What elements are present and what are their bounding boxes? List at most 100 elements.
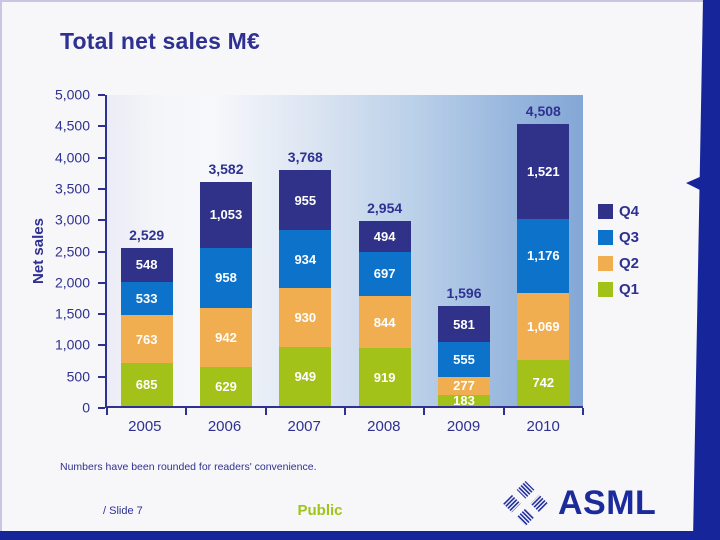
x-tick-mark xyxy=(344,408,346,415)
bar-value-label: 934 xyxy=(294,251,317,267)
slide-number: / Slide 7 xyxy=(103,505,143,517)
bar-total-label: 2,529 xyxy=(129,226,165,243)
y-tick-mark xyxy=(98,375,105,378)
x-axis-label: 2009 xyxy=(446,418,481,435)
y-tick-mark xyxy=(98,407,105,409)
bar-value-label: 1,069 xyxy=(527,318,560,334)
bar-segment-q2: 844 xyxy=(358,295,411,349)
bar-total-label: 4,508 xyxy=(525,102,561,119)
y-tick-mark xyxy=(98,94,105,96)
bar-segment-q3: 697 xyxy=(358,252,411,296)
legend-swatch xyxy=(598,230,613,245)
x-axis-label: 2008 xyxy=(367,418,401,435)
y-tick-label: 0 xyxy=(82,399,90,416)
company-logo: ASML xyxy=(502,480,656,527)
y-tick-label: 3,500 xyxy=(54,180,90,197)
footnote: Numbers have been rounded for readers' c… xyxy=(60,461,317,473)
y-tick-label: 5,000 xyxy=(54,86,90,103)
bar-stack: 1,521 1,176 1,069 742 xyxy=(517,123,570,406)
y-tick-label: 1,500 xyxy=(54,305,90,322)
bar-value-label: 1,521 xyxy=(527,163,560,179)
bar-value-label: 548 xyxy=(135,257,158,273)
right-accent-band xyxy=(693,0,720,540)
legend-swatch xyxy=(598,204,613,219)
bar-column: 494 697 844 919 2,954 xyxy=(345,95,424,406)
bar-segment-q1: 949 xyxy=(279,346,332,406)
bar-column: 1,521 1,176 1,069 742 4,508 xyxy=(504,95,583,406)
asml-diamond-icon xyxy=(502,480,549,527)
legend-label: Q1 xyxy=(619,281,640,298)
bar-value-label: 581 xyxy=(453,316,475,332)
bar-total-label: 2,954 xyxy=(367,200,403,217)
legend-label: Q2 xyxy=(619,255,640,272)
bar-value-label: 533 xyxy=(135,291,158,307)
bar-value-label: 919 xyxy=(373,369,396,385)
bar-segment-q4: 581 xyxy=(437,306,490,343)
y-tick-label: 3,000 xyxy=(54,211,90,228)
x-tick-mark xyxy=(423,408,426,415)
classification-label: Public xyxy=(297,502,343,519)
bar-value-label: 183 xyxy=(453,392,475,408)
y-axis: 0 500 1,000 1,500 2,000 2,500 3,000 3,500 4,000 4… xyxy=(0,87,105,416)
bar-segment-q1: 183 xyxy=(437,392,490,408)
x-axis-label: 2006 xyxy=(207,418,242,435)
bar-stack: 955 934 930 949 xyxy=(279,170,332,406)
bar-total-label: 3,582 xyxy=(208,160,244,177)
chart-plot-area: 548 533 763 685 2,529 1,053 958 942 629 3,582 955 9… xyxy=(105,95,584,415)
legend-swatch xyxy=(598,256,613,271)
slide-title: Total net sales M€ xyxy=(60,28,261,54)
bar-column: 548 533 763 685 2,529 xyxy=(107,95,186,406)
y-tick-label: 4,500 xyxy=(54,117,90,134)
bar-value-label: 1,053 xyxy=(209,207,243,223)
legend-item-q2: Q2 xyxy=(598,255,639,272)
asml-wordmark: ASML xyxy=(558,484,657,522)
bar-stack: 494 697 844 919 xyxy=(358,221,411,406)
bar-segment-q4: 494 xyxy=(358,221,411,253)
bar-stack: 548 533 763 685 xyxy=(120,247,173,406)
bar-segment-q3: 934 xyxy=(279,229,332,289)
bar-segment-q1: 629 xyxy=(199,366,252,406)
bar-value-label: 555 xyxy=(453,352,475,368)
y-tick-mark xyxy=(98,281,105,284)
bar-value-label: 844 xyxy=(373,314,396,330)
bar-segment-q4: 955 xyxy=(279,170,332,230)
y-tick-mark xyxy=(98,313,105,316)
x-tick-mark xyxy=(106,408,108,415)
x-axis-label: 2005 xyxy=(128,418,162,435)
legend: Q4 Q3 Q2 Q1 xyxy=(598,203,639,307)
bar-value-label: 955 xyxy=(294,192,317,208)
bar-value-label: 942 xyxy=(215,329,237,345)
bar-segment-q4: 548 xyxy=(120,247,173,283)
y-tick-label: 4,000 xyxy=(54,149,90,166)
bar-stack: 1,053 958 942 629 xyxy=(199,181,252,406)
bar-segment-q4: 1,053 xyxy=(199,181,252,248)
y-tick-mark xyxy=(98,187,105,190)
legend-swatch xyxy=(598,282,613,297)
legend-item-q3: Q3 xyxy=(598,229,639,246)
bar-segment-q1: 742 xyxy=(517,359,570,406)
y-tick-mark xyxy=(98,250,105,253)
left-edge-line xyxy=(0,0,2,540)
top-edge-line xyxy=(0,0,720,2)
y-tick-label: 2,000 xyxy=(54,274,90,291)
bar-value-label: 763 xyxy=(135,331,158,347)
x-tick-mark xyxy=(185,408,188,415)
bar-segment-q2: 763 xyxy=(120,315,173,364)
y-tick-label: 500 xyxy=(66,368,90,385)
y-tick-mark xyxy=(98,219,105,222)
bar-value-label: 1,176 xyxy=(527,248,560,264)
bar-segment-q3: 555 xyxy=(437,342,490,378)
bar-segment-q3: 1,176 xyxy=(517,219,570,293)
bar-segment-q3: 533 xyxy=(120,282,173,316)
bar-column: 1,053 958 942 629 3,582 xyxy=(186,95,265,406)
bottom-accent-strip xyxy=(0,531,720,540)
x-tick-mark xyxy=(582,408,584,415)
bar-segment-q3: 958 xyxy=(199,247,252,308)
y-tick-mark xyxy=(98,156,105,159)
bar-segment-q1: 685 xyxy=(120,363,173,406)
bar-segment-q1: 919 xyxy=(358,348,411,406)
accent-band-arrow xyxy=(686,176,702,191)
bar-segment-q4: 1,521 xyxy=(517,123,570,220)
bar-segment-q2: 942 xyxy=(199,307,252,367)
